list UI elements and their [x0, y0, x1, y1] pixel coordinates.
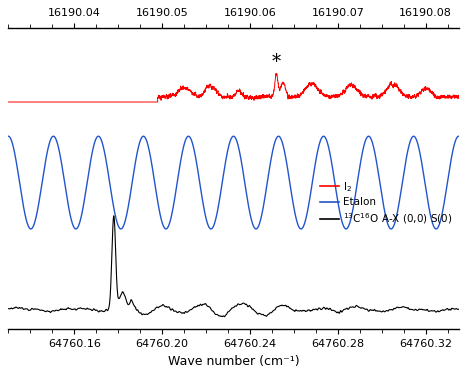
Text: *: *	[272, 53, 281, 71]
Legend: I$_2$, Etalon, $^{13}$C$^{16}$O A-X (0,0) S(0): I$_2$, Etalon, $^{13}$C$^{16}$O A-X (0,0…	[316, 176, 457, 230]
X-axis label: Wave number (cm⁻¹): Wave number (cm⁻¹)	[168, 355, 299, 368]
